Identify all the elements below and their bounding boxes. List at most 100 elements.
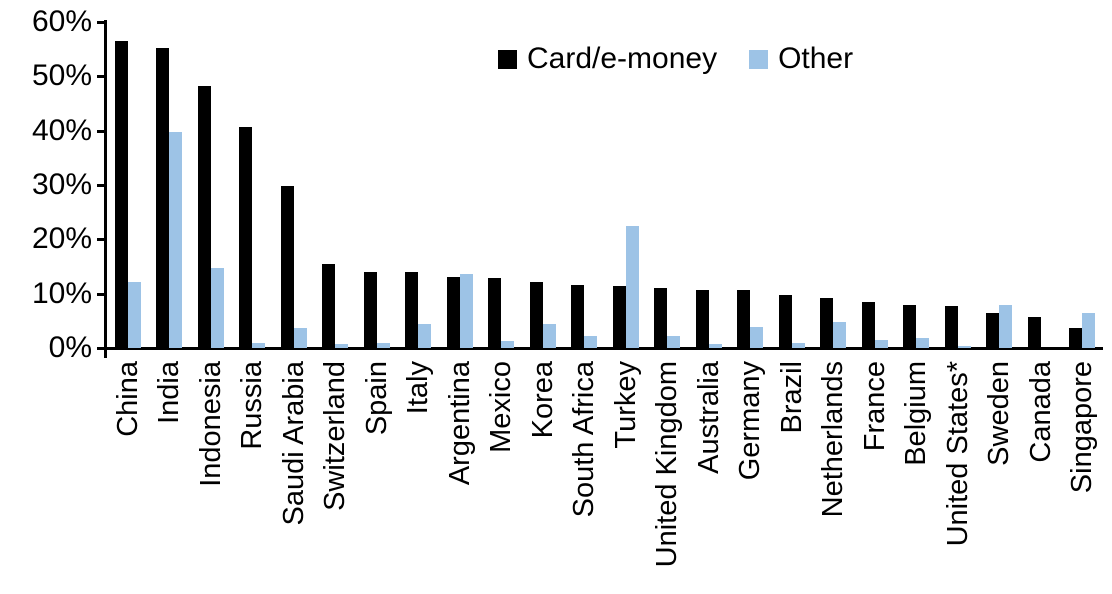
y-tick-label: 30% <box>31 168 92 201</box>
x-label-cell: Australia <box>688 361 730 593</box>
legend-item-card-emoney: Card/e-money <box>498 44 717 74</box>
bar-card-emoney <box>820 298 834 348</box>
x-label-cell: Sweden <box>979 361 1021 593</box>
y-tick-label: 60% <box>31 5 92 38</box>
x-axis-label: Sweden <box>983 361 1016 466</box>
x-axis-label: Italy <box>402 361 435 415</box>
bar-group <box>1020 316 1062 348</box>
x-axis-label: Germany <box>734 361 767 481</box>
bar-group <box>439 274 481 348</box>
x-axis-label: Saudi Arabia <box>277 361 310 526</box>
x-axis-label: Turkey <box>609 361 642 449</box>
x-label-cell: Indonesia <box>190 361 232 593</box>
bar-other <box>210 268 224 348</box>
x-label-cell: Saudi Arabia <box>273 361 315 593</box>
x-label-cell: India <box>149 361 191 593</box>
x-label-cell: Belgium <box>896 361 938 593</box>
y-tick-label: 0% <box>48 331 92 364</box>
bar-card-emoney <box>737 290 751 348</box>
x-axis-label: Canada <box>1024 361 1057 463</box>
bar-group <box>647 288 689 348</box>
bar-group <box>896 304 938 348</box>
bar-group <box>356 271 398 348</box>
bar-card-emoney <box>280 186 294 348</box>
bar-card-emoney <box>986 313 1000 348</box>
bar-other <box>169 132 183 348</box>
x-axis-label: Indonesia <box>194 361 227 487</box>
x-axis-label: Brazil <box>775 361 808 434</box>
x-axis-label: Singapore <box>1066 361 1099 494</box>
y-axis-line <box>104 20 107 358</box>
x-label-cell: United Kingdom <box>647 361 689 593</box>
x-axis-label: United Kingdom <box>651 361 684 568</box>
bar-other <box>293 327 307 348</box>
bar-card-emoney <box>695 289 709 348</box>
y-tick-mark <box>97 21 107 24</box>
bar-group <box>522 281 564 348</box>
x-axis-label: Korea <box>526 361 559 439</box>
bar-card-emoney <box>529 281 543 348</box>
legend-swatch-card-emoney <box>498 49 517 69</box>
x-label-cell: Germany <box>730 361 772 593</box>
y-tick-mark <box>97 238 107 241</box>
y-tick-label: 10% <box>31 276 92 310</box>
x-label-cell: France <box>854 361 896 593</box>
bar-group <box>564 284 606 348</box>
x-axis-label: Russia <box>236 361 269 450</box>
bar-other <box>833 322 847 348</box>
bar-other <box>750 326 764 348</box>
x-axis-label: United States* <box>941 361 974 547</box>
bar-group <box>605 225 647 348</box>
x-axis-label: India <box>153 361 186 424</box>
x-label-cell: Korea <box>522 361 564 593</box>
bar-other <box>335 344 349 348</box>
bar-card-emoney <box>654 288 668 348</box>
x-axis-label: Belgium <box>900 361 933 466</box>
bar-group <box>481 278 523 348</box>
legend-swatch-other <box>749 49 769 69</box>
bar-other <box>127 281 141 348</box>
x-axis-label: South Africa <box>568 361 601 518</box>
x-axis-label: Netherlands <box>817 361 850 518</box>
x-axis-label: Spain <box>360 361 393 436</box>
bar-card-emoney <box>322 264 336 348</box>
bar-group <box>232 127 274 348</box>
x-axis-label: Argentina <box>443 361 476 486</box>
bar-card-emoney <box>197 85 211 348</box>
bar-other <box>376 343 390 348</box>
bar-group <box>771 294 813 348</box>
bar-card-emoney <box>405 272 419 348</box>
bar-card-emoney <box>1069 327 1083 348</box>
x-label-cell: China <box>107 361 149 593</box>
x-label-cell: Brazil <box>771 361 813 593</box>
x-label-cell: Italy <box>398 361 440 593</box>
x-axis-label: France <box>858 361 891 452</box>
y-tick-mark <box>97 184 107 187</box>
bar-group <box>813 298 855 348</box>
bar-other <box>1082 312 1096 348</box>
bar-group <box>688 289 730 348</box>
bar-other <box>916 338 930 348</box>
bar-group <box>149 48 191 348</box>
legend-label-other: Other <box>778 42 854 75</box>
bar-group <box>190 85 232 348</box>
plot-bars <box>107 22 1103 348</box>
bar-card-emoney <box>571 284 585 348</box>
bar-group <box>273 186 315 348</box>
bar-other <box>252 343 266 348</box>
x-label-cell: Netherlands <box>813 361 855 593</box>
bar-group <box>1062 312 1104 348</box>
x-axis-label: Switzerland <box>319 361 352 511</box>
bar-other <box>708 344 722 348</box>
bar-other <box>418 323 432 348</box>
x-label-cell: Russia <box>232 361 274 593</box>
bar-other <box>459 274 473 348</box>
bar-other <box>542 324 556 348</box>
bar-group <box>107 41 149 348</box>
legend-item-other: Other <box>749 44 853 74</box>
bar-other <box>874 340 888 348</box>
x-axis-label: Mexico <box>485 361 518 453</box>
x-label-cell: Switzerland <box>315 361 357 593</box>
bar-card-emoney <box>778 294 792 348</box>
